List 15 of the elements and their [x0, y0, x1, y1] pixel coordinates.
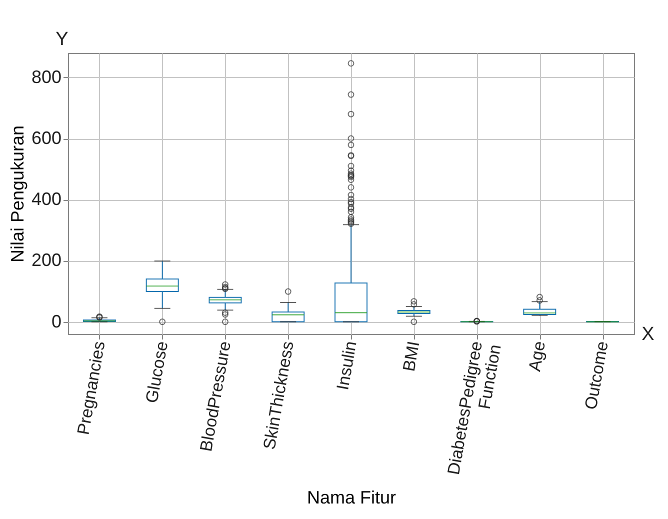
x-axis-title: Nama Fitur — [306, 487, 396, 508]
x-tick-label: Insulin — [333, 340, 360, 392]
x-tick-label: Glucose — [142, 340, 172, 404]
y-axis-title: Nilai Pengukuran — [7, 125, 28, 263]
x-tick-label: Pregnancies — [74, 340, 109, 436]
x-tick-label: Age — [525, 340, 550, 373]
y-tick-label: 800 — [31, 66, 62, 87]
y-tick-label: 200 — [31, 250, 62, 270]
y-tick-label: 600 — [31, 128, 62, 148]
x-tick-label: BMI — [399, 340, 424, 373]
text: X — [642, 324, 655, 345]
y-tick-label: 0 — [51, 311, 62, 332]
y-tick-label: 400 — [31, 189, 62, 210]
text: Y — [56, 29, 69, 50]
x-tick-label: Outcome — [581, 340, 612, 411]
